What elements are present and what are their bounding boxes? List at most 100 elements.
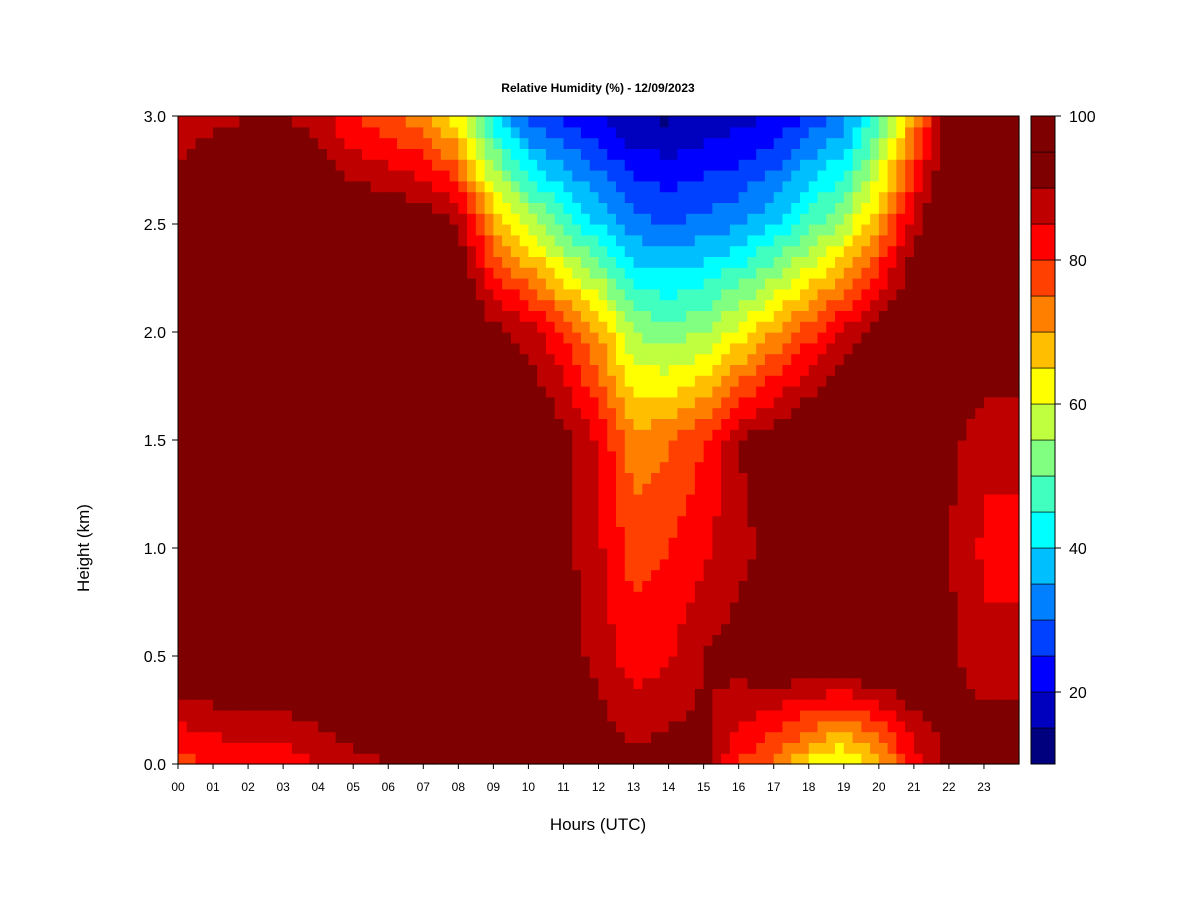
- heatmap-cell: [248, 569, 258, 581]
- heatmap-cell: [826, 688, 836, 700]
- heatmap-cell: [563, 396, 573, 409]
- heatmap-cell: [519, 537, 530, 549]
- heatmap-cell: [896, 288, 906, 301]
- heatmap-cell: [467, 537, 477, 549]
- heatmap-cell: [616, 558, 626, 571]
- heatmap-cell: [870, 224, 880, 236]
- heatmap-cell: [186, 396, 197, 409]
- heatmap-cell: [502, 321, 512, 333]
- heatmap-cell: [370, 656, 381, 668]
- heatmap-cell: [545, 310, 556, 322]
- heatmap-cell: [300, 569, 311, 581]
- heatmap-cell: [528, 364, 538, 376]
- heatmap-cell: [887, 602, 897, 614]
- heatmap-cell: [712, 612, 722, 625]
- heatmap-cell: [397, 396, 407, 409]
- heatmap-cell: [791, 710, 801, 722]
- heatmap-cell: [344, 191, 354, 203]
- heatmap-cell: [563, 364, 573, 376]
- heatmap-cell: [318, 612, 328, 625]
- heatmap-cell: [213, 267, 223, 279]
- heatmap-cell: [721, 645, 731, 657]
- heatmap-cell: [344, 321, 354, 333]
- heatmap-cell: [344, 342, 354, 355]
- heatmap-cell: [694, 461, 705, 473]
- heatmap-cell: [318, 418, 328, 430]
- heatmap-cell: [861, 418, 871, 430]
- heatmap-cell: [773, 591, 784, 603]
- heatmap-cell: [326, 180, 337, 193]
- heatmap-cell: [905, 677, 915, 689]
- heatmap-cell: [633, 710, 643, 722]
- heatmap-cell: [633, 450, 643, 463]
- heatmap-cell: [878, 666, 889, 679]
- heatmap-cell: [712, 591, 722, 603]
- heatmap-cell: [738, 191, 749, 203]
- heatmap-cell: [694, 170, 705, 182]
- heatmap-cell: [712, 526, 722, 538]
- heatmap-cell: [178, 386, 188, 398]
- heatmap-cell: [598, 483, 608, 495]
- heatmap-cell: [440, 191, 451, 203]
- heatmap-cell: [221, 429, 232, 441]
- heatmap-cell: [896, 440, 906, 452]
- heatmap-cell: [510, 224, 521, 236]
- heatmap-cell: [721, 321, 731, 333]
- heatmap-cell: [703, 353, 713, 365]
- heatmap-cell: [291, 720, 302, 733]
- heatmap-cell: [414, 310, 424, 322]
- heatmap-cell: [519, 116, 530, 128]
- heatmap-cell: [510, 180, 521, 193]
- heatmap-cell: [248, 245, 258, 257]
- heatmap-cell: [563, 602, 573, 614]
- heatmap-cell: [799, 288, 810, 301]
- heatmap-cell: [432, 602, 442, 614]
- heatmap-cell: [213, 353, 223, 365]
- heatmap-cell: [510, 321, 521, 333]
- heatmap-cell: [397, 364, 407, 376]
- heatmap-cell: [230, 656, 240, 668]
- heatmap-cell: [580, 656, 591, 668]
- heatmap-cell: [239, 170, 249, 182]
- heatmap-cell: [256, 256, 267, 268]
- heatmap-cell: [353, 180, 363, 193]
- heatmap-cell: [432, 634, 442, 646]
- heatmap-cell: [379, 288, 389, 301]
- heatmap-cell: [440, 504, 451, 517]
- heatmap-cell: [300, 731, 311, 743]
- heatmap-cell: [843, 731, 854, 743]
- heatmap-cell: [440, 364, 451, 376]
- heatmap-cell: [782, 537, 792, 549]
- heatmap-cell: [607, 591, 617, 603]
- heatmap-cell: [791, 731, 801, 743]
- heatmap-cell: [493, 407, 503, 419]
- heatmap-cell: [484, 418, 494, 430]
- heatmap-cell: [239, 440, 249, 452]
- heatmap-cell: [861, 137, 871, 149]
- heatmap-cell: [738, 645, 749, 657]
- heatmap-cell: [204, 699, 214, 711]
- heatmap-cell: [738, 245, 749, 257]
- heatmap-cell: [423, 677, 433, 689]
- heatmap-cell: [843, 753, 854, 765]
- heatmap-cell: [291, 288, 302, 301]
- heatmap-cell: [432, 288, 442, 301]
- heatmap-cell: [870, 548, 880, 560]
- heatmap-cell: [703, 332, 713, 344]
- heatmap-cell: [204, 580, 214, 592]
- heatmap-cell: [659, 656, 670, 668]
- heatmap-cell: [414, 202, 424, 214]
- heatmap-cell: [808, 731, 819, 743]
- heatmap-cell: [458, 483, 468, 495]
- heatmap-cell: [291, 202, 302, 214]
- heatmap-cell: [563, 612, 573, 625]
- heatmap-cell: [195, 537, 205, 549]
- heatmap-cell: [598, 191, 608, 203]
- heatmap-cell: [510, 623, 521, 635]
- heatmap-cell: [633, 731, 643, 743]
- heatmap-cell: [440, 267, 451, 279]
- heatmap-cell: [493, 634, 503, 646]
- heatmap-cell: [756, 256, 766, 268]
- heatmap-cell: [817, 418, 827, 430]
- heatmap-cell: [870, 569, 880, 581]
